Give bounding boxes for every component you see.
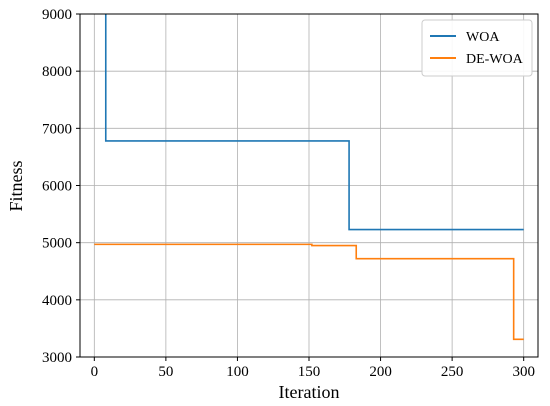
- series-line-woa: [104, 14, 524, 231]
- legend-box: [421, 19, 533, 77]
- x-tick-label: 300: [512, 364, 535, 380]
- x-tick-label: 150: [298, 364, 321, 380]
- y-tick-label: 7000: [42, 121, 72, 137]
- y-axis-title: Fitness: [6, 160, 26, 211]
- y-tick-label: 6000: [42, 179, 72, 195]
- x-tick-label: 100: [226, 364, 249, 380]
- x-tick-label: 0: [91, 364, 99, 380]
- legend-label: DE-WOA: [466, 52, 524, 67]
- y-tick-label: 8000: [42, 64, 72, 80]
- legend-label: WOA: [466, 30, 500, 45]
- y-tick-label: 5000: [42, 236, 72, 252]
- x-tick-label: 200: [369, 364, 392, 380]
- y-tick-label: 3000: [42, 350, 72, 366]
- series-lines: [94, 14, 524, 341]
- ticks: 0 50 100 150 200 250 300 3000 4000 5000 6000 7000 80…: [42, 7, 535, 380]
- y-tick-label: 4000: [42, 293, 72, 309]
- x-axis-title: Iteration: [279, 382, 340, 402]
- legend: WOA DE-WOA: [421, 19, 533, 77]
- series-line-de-woa: [94, 243, 524, 341]
- x-tick-label: 250: [441, 364, 464, 380]
- x-tick-label: 50: [158, 364, 173, 380]
- y-tick-label: 9000: [42, 7, 72, 23]
